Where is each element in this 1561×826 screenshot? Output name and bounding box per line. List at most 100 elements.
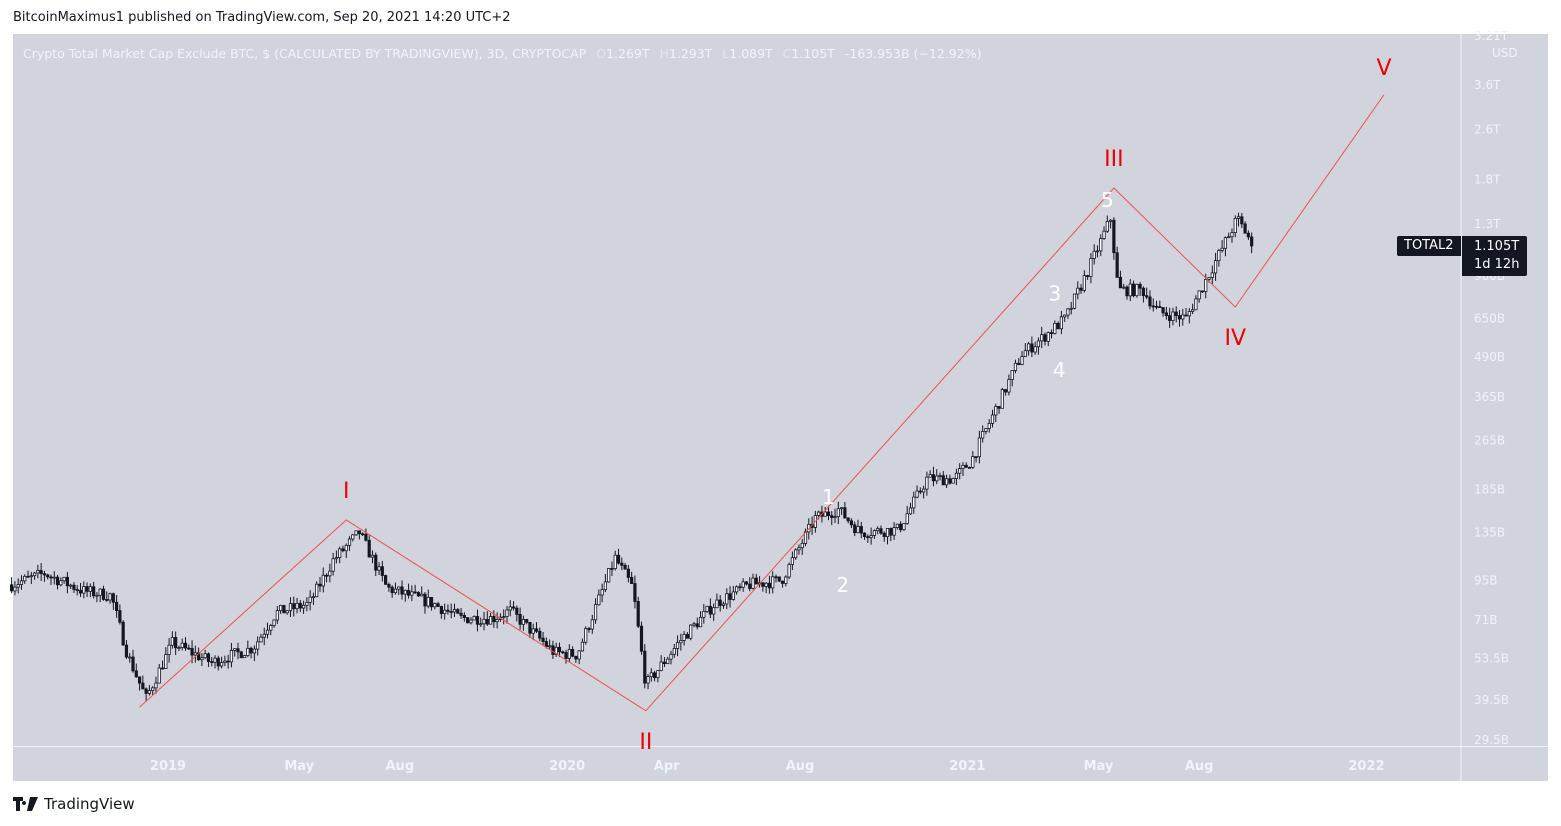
candle-down xyxy=(292,603,296,610)
candle-down xyxy=(197,652,201,661)
candle-up xyxy=(59,580,63,586)
price-tick-label: 265B xyxy=(1474,434,1505,448)
candle-down xyxy=(324,574,329,577)
candle-up xyxy=(1233,218,1237,233)
candle-down xyxy=(374,554,378,571)
candle-up xyxy=(275,610,279,621)
time-axis[interactable]: 2019 May Aug 2020 Apr Aug 2021 May Aug 2022 xyxy=(150,759,1385,774)
candle-down xyxy=(862,532,867,538)
subwave-label-4: 4 xyxy=(1053,358,1066,382)
candle-up xyxy=(977,437,981,458)
candle-up xyxy=(170,637,174,646)
candle-down xyxy=(557,646,562,653)
tradingview-logo[interactable]: TradingView xyxy=(13,795,135,813)
candle-up xyxy=(971,456,975,468)
candle-up xyxy=(935,475,939,482)
price-axis[interactable]: 3.21T3.6T2.6T1.8T1.3T900B650B490B365B265… xyxy=(1474,29,1509,747)
candle-down xyxy=(137,676,142,684)
candle-up xyxy=(885,528,890,538)
candle-up xyxy=(656,670,660,679)
candle-down xyxy=(633,583,637,602)
candle-down xyxy=(367,539,371,558)
candle-up xyxy=(1076,287,1080,295)
candle-up xyxy=(908,507,913,515)
high-value: 1.293T xyxy=(668,46,713,61)
wave-line xyxy=(139,94,1385,712)
candle-down xyxy=(174,637,178,649)
candle-up xyxy=(794,549,798,559)
candle-up xyxy=(1223,237,1228,249)
candle-up xyxy=(1108,219,1113,222)
candle-down xyxy=(534,628,539,632)
candle-down xyxy=(849,520,854,526)
time-tick-label: 2019 xyxy=(150,759,186,774)
candle-down xyxy=(843,507,847,519)
candle-down xyxy=(485,618,489,625)
price-tick-label: 650B xyxy=(1474,311,1505,325)
candle-up xyxy=(1210,272,1214,278)
price-tick-label: 365B xyxy=(1474,390,1505,404)
candle-down xyxy=(190,647,194,656)
candle-down xyxy=(111,593,115,603)
candle-down xyxy=(380,566,384,576)
candle-down xyxy=(400,586,404,595)
candle-down xyxy=(187,647,191,650)
time-tick-label: Aug xyxy=(786,759,815,774)
candle-up xyxy=(410,591,414,596)
candle-up xyxy=(692,623,696,626)
time-tick-label: 2021 xyxy=(949,759,985,774)
candle-down xyxy=(1115,252,1119,278)
candle-up xyxy=(790,557,794,565)
candle-down xyxy=(413,591,417,594)
candle-down xyxy=(639,625,644,652)
subwave-label-2: 2 xyxy=(836,573,849,597)
candle-up xyxy=(1102,230,1106,239)
symbol-tag: TOTAL2 xyxy=(1397,236,1461,256)
time-tick-label: 2022 xyxy=(1348,759,1384,774)
candle-down xyxy=(449,611,453,613)
candle-down xyxy=(141,682,145,690)
candle-up xyxy=(679,640,683,644)
candle-up xyxy=(689,624,693,639)
time-tick-label: Aug xyxy=(1185,759,1214,774)
candle-up xyxy=(1191,309,1195,312)
candle-up xyxy=(800,542,804,549)
wave-label-ii: II xyxy=(639,730,652,755)
price-tick-label: 2.6T xyxy=(1474,122,1501,136)
candle-up xyxy=(433,603,437,608)
candle-up xyxy=(32,572,37,577)
candle-up xyxy=(62,576,66,582)
chart-frame[interactable] xyxy=(13,34,1548,781)
candle-up xyxy=(443,609,447,614)
candle-up xyxy=(787,564,791,578)
candle-down xyxy=(475,616,480,625)
candle-down xyxy=(226,660,230,663)
candle-up xyxy=(246,647,250,656)
candle-up xyxy=(984,428,988,432)
candle-down xyxy=(1151,305,1155,308)
candle-up xyxy=(1230,232,1234,238)
candle-up xyxy=(981,431,985,439)
candle-up xyxy=(1026,343,1031,352)
candle-down xyxy=(561,651,565,654)
candle-up xyxy=(580,641,585,652)
candle-down xyxy=(364,533,368,541)
candle-down xyxy=(767,582,772,589)
candle-up xyxy=(223,660,227,664)
candle-down xyxy=(853,524,857,534)
time-tick-label: May xyxy=(284,759,314,774)
candle-down xyxy=(1138,283,1142,289)
candle-down xyxy=(1148,296,1152,307)
candle-up xyxy=(905,513,909,524)
candle-up xyxy=(1059,316,1063,330)
symbol-legend: Crypto Total Market Cap Exclude BTC, $ (… xyxy=(23,46,981,61)
open-label: O xyxy=(596,46,607,61)
candle-up xyxy=(771,576,775,589)
candle-up xyxy=(1181,314,1185,320)
candle-down xyxy=(115,601,119,612)
candle-down xyxy=(1141,287,1146,297)
candle-down xyxy=(846,517,850,522)
candle-down xyxy=(406,589,411,596)
